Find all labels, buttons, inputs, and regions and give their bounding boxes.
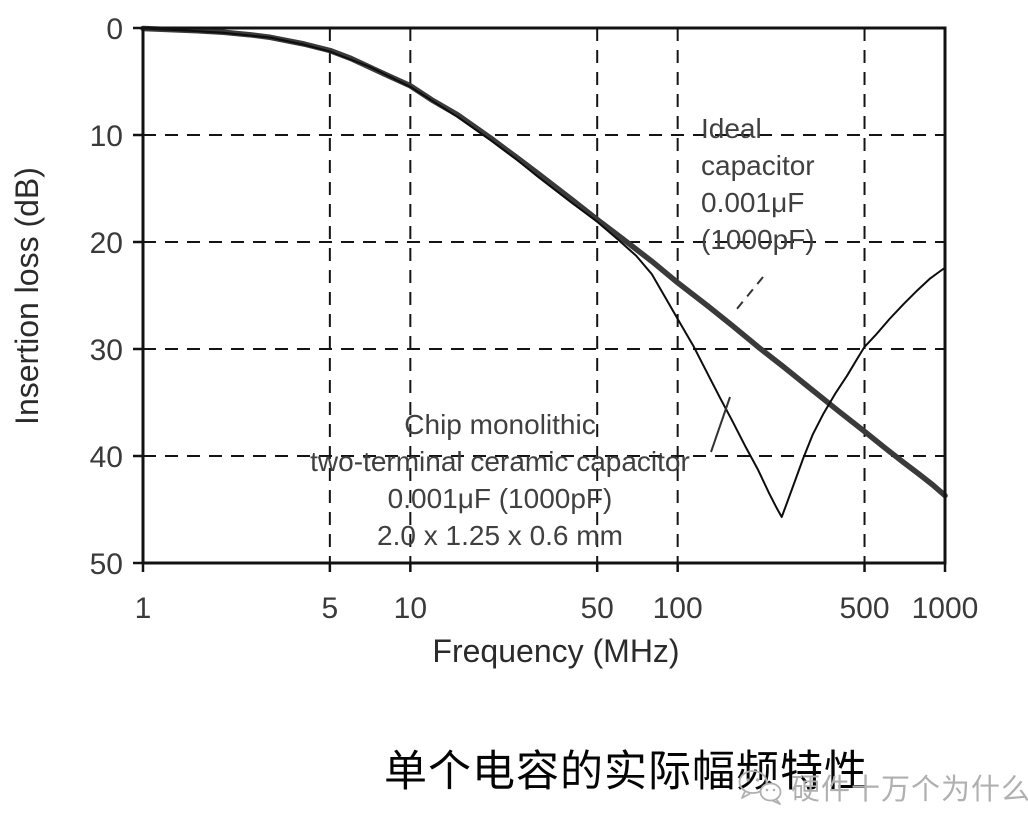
gridlines <box>143 28 945 563</box>
chip-label-line: two-terminal ceramic capacitor <box>310 446 690 477</box>
chip-label-line: Chip monolithic <box>404 409 596 440</box>
leader-lines <box>710 276 764 453</box>
axis-ticks: 1 5 10 50 100 500 1000 0 10 20 30 40 50 <box>90 13 979 625</box>
chip-label-line: 2.0 x 1.25 x 0.6 mm <box>377 520 623 551</box>
x-tick-label: 1000 <box>912 592 979 625</box>
x-tick-label: 50 <box>581 592 614 625</box>
chip-label-line: 0.001μF (1000pF) <box>387 483 613 514</box>
chip-label-leader <box>710 396 731 453</box>
y-tick-label: 0 <box>106 13 123 46</box>
y-tick-label: 10 <box>90 120 123 153</box>
y-tick-label: 50 <box>90 548 123 581</box>
y-tick-label: 30 <box>90 334 123 367</box>
ideal-label-line: capacitor <box>701 150 815 181</box>
ideal-label-line: 0.001μF <box>701 187 805 218</box>
x-tick-label: 500 <box>839 592 889 625</box>
wechat-icon <box>738 770 782 805</box>
y-tick-label: 40 <box>90 441 123 474</box>
watermark-text: 硬件十万个为什么 <box>791 774 1028 806</box>
x-tick-label: 10 <box>394 592 427 625</box>
plot-border <box>141 26 947 565</box>
x-tick-label: 5 <box>322 592 339 625</box>
ideal-capacitor-label: Ideal capacitor 0.001μF (1000pF) <box>701 110 815 258</box>
ideal-label-leader <box>735 276 764 311</box>
x-tick-label: 1 <box>135 592 152 625</box>
plot-frame <box>141 26 947 565</box>
ideal-label-line: (1000pF) <box>701 224 815 255</box>
figure-caption: 单个电容的实际幅频特性 <box>384 749 868 796</box>
watermark: 硬件十万个为什么 <box>736 766 1028 808</box>
ideal-label-line: Ideal <box>701 113 762 144</box>
x-tick-label: 100 <box>653 592 703 625</box>
x-axis-title: Frequency (MHz) <box>432 633 679 669</box>
chart-canvas: 1 5 10 50 100 500 1000 0 10 20 30 40 50 Frequency (M… <box>9 13 979 669</box>
chip-capacitor-label: Chip monolithic two-terminal ceramic cap… <box>280 406 720 554</box>
y-axis-title: Insertion loss (dB) <box>9 167 45 425</box>
y-tick-label: 20 <box>90 227 123 260</box>
